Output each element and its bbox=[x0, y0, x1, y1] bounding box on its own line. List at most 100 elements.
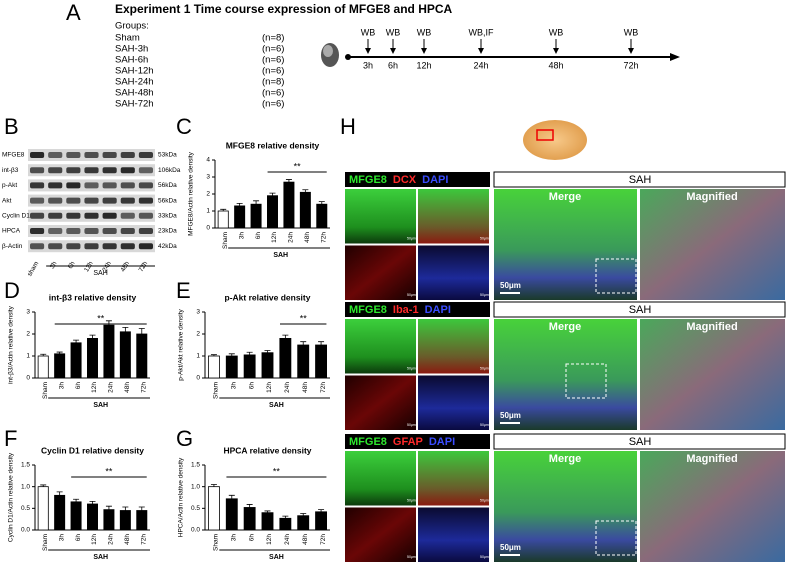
bar bbox=[261, 512, 274, 531]
blot-band bbox=[120, 228, 135, 234]
protein-size: 42kDa bbox=[158, 243, 177, 250]
protein-name: β-Actin bbox=[2, 243, 23, 250]
error-bar bbox=[73, 339, 80, 343]
blot-band bbox=[48, 228, 63, 234]
bar bbox=[87, 503, 98, 531]
error-bar bbox=[56, 351, 63, 354]
blot-band bbox=[48, 167, 63, 174]
error-bar bbox=[282, 515, 289, 519]
assay-label: WB bbox=[361, 27, 376, 37]
y-tick-label: 2 bbox=[196, 331, 200, 338]
assay-label: WB,IF bbox=[469, 27, 494, 37]
micrograph bbox=[418, 507, 489, 562]
blot-band bbox=[138, 182, 153, 189]
error-bar bbox=[318, 509, 325, 512]
assay-label: WB bbox=[417, 27, 432, 37]
y-axis-label: HPCA/Actin relative density bbox=[178, 457, 185, 537]
scale-bar-label: 50μm bbox=[407, 293, 416, 297]
error-bar bbox=[302, 189, 309, 193]
bar bbox=[70, 342, 82, 379]
group-n: (n=8) bbox=[262, 33, 284, 44]
blot-band bbox=[102, 197, 117, 204]
bar bbox=[225, 355, 238, 379]
blot-band bbox=[102, 228, 117, 234]
error-bar bbox=[105, 505, 112, 510]
error-bar bbox=[105, 320, 112, 326]
bar bbox=[267, 195, 278, 229]
error-bar bbox=[89, 501, 96, 504]
lane-label: 24h bbox=[101, 260, 113, 273]
blot-band bbox=[120, 197, 135, 204]
y-tick-label: 0 bbox=[206, 225, 210, 232]
marker-labels: MFGE8 Iba-1 DAPI bbox=[349, 304, 451, 316]
x-tick-label: 72h bbox=[141, 534, 148, 545]
blot-band bbox=[66, 197, 81, 204]
x-tick-label: 6h bbox=[255, 232, 262, 240]
blot-band bbox=[102, 182, 117, 189]
time-label: 3h bbox=[363, 60, 373, 70]
magnified-image bbox=[640, 319, 785, 430]
marker-label: MFGE8 bbox=[349, 174, 387, 186]
chart-title: MFGE8 relative density bbox=[226, 140, 320, 150]
y-tick-label: 0.0 bbox=[21, 527, 30, 534]
scale-bar-label: 50μm bbox=[407, 366, 416, 370]
y-tick-label: 3 bbox=[26, 309, 30, 316]
marker-labels: MFGE8 DCX DAPI bbox=[349, 174, 448, 186]
merge-image bbox=[494, 451, 637, 562]
x-tick-label: 48h bbox=[124, 534, 131, 545]
error-bar bbox=[122, 506, 129, 511]
bar bbox=[283, 181, 295, 229]
bar bbox=[299, 191, 311, 229]
brain-roi bbox=[536, 129, 554, 141]
error-bar bbox=[246, 504, 253, 508]
bar bbox=[207, 355, 220, 379]
bar bbox=[37, 486, 49, 531]
assay-label: WB bbox=[386, 27, 401, 37]
blot-band bbox=[30, 182, 45, 189]
error-bar bbox=[40, 484, 47, 487]
x-tick-label: 24h bbox=[284, 534, 291, 545]
blot-band bbox=[84, 228, 99, 234]
condition-header bbox=[493, 171, 786, 188]
y-tick-label: 3 bbox=[206, 174, 210, 181]
blot-band bbox=[120, 182, 135, 189]
assay-label: WB bbox=[549, 27, 564, 37]
lane-label: 48h bbox=[120, 260, 132, 273]
group-name: SAH-12h bbox=[115, 66, 154, 77]
y-tick-label: 0.5 bbox=[191, 505, 200, 512]
x-tick-label: 12h bbox=[271, 232, 278, 243]
roi-box bbox=[595, 258, 637, 294]
error-bar bbox=[56, 491, 63, 496]
y-tick-label: 4 bbox=[206, 157, 210, 164]
y-tick-label: 1 bbox=[206, 208, 210, 215]
blot-band bbox=[48, 182, 63, 189]
condition-header bbox=[493, 301, 786, 318]
magnified-label: Magnified bbox=[686, 453, 737, 465]
group-name: SAH-6h bbox=[115, 55, 148, 66]
marker-header bbox=[345, 434, 490, 449]
x-tick-label: 6h bbox=[75, 534, 82, 542]
panel-letter: G bbox=[176, 426, 193, 451]
assay-arrow-head bbox=[390, 48, 396, 54]
blot-band bbox=[48, 152, 63, 158]
y-tick-label: 1.0 bbox=[21, 483, 30, 490]
x-tick-label: 12h bbox=[91, 534, 98, 545]
x-tick-label: Sham bbox=[213, 534, 220, 551]
bar bbox=[119, 331, 131, 379]
mouse-icon bbox=[323, 45, 333, 57]
y-tick-label: 1 bbox=[26, 353, 30, 360]
scale-bar-label: 50μm bbox=[407, 423, 416, 427]
bar bbox=[87, 337, 98, 379]
bar bbox=[297, 344, 310, 379]
protein-size: 53kDa bbox=[158, 152, 177, 159]
blot-band bbox=[48, 197, 63, 204]
merge-label: Merge bbox=[549, 321, 581, 333]
error-bar bbox=[89, 334, 96, 339]
condition-label: SAH bbox=[629, 436, 652, 448]
protein-name: HPCA bbox=[2, 228, 21, 235]
group-name: SAH-24h bbox=[115, 77, 154, 88]
marker-label: MFGE8 bbox=[349, 436, 387, 448]
micrograph bbox=[418, 375, 489, 430]
y-tick-label: 2 bbox=[206, 191, 210, 198]
